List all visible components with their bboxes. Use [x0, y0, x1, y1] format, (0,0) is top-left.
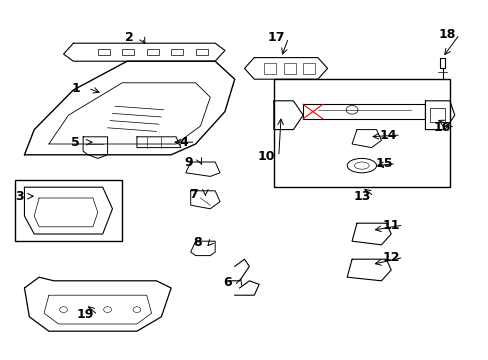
Text: 15: 15 [374, 157, 392, 170]
Bar [273, 79, 449, 187]
Bar [15, 180, 122, 241]
Text: 10: 10 [257, 150, 275, 163]
Bar [429, 108, 444, 122]
Text: 19: 19 [77, 309, 94, 321]
Text: 14: 14 [379, 129, 397, 141]
Text: 11: 11 [382, 219, 399, 231]
Text: 1: 1 [71, 82, 80, 95]
Text: 6: 6 [223, 276, 231, 289]
Bar [283, 63, 295, 74]
Bar [303, 63, 315, 74]
Text: 17: 17 [267, 31, 285, 44]
Text: 13: 13 [352, 190, 370, 203]
Text: 18: 18 [438, 28, 455, 41]
Text: 16: 16 [433, 121, 450, 134]
Text: 5: 5 [71, 136, 80, 149]
Text: 9: 9 [183, 156, 192, 168]
Text: 3: 3 [15, 190, 24, 203]
Text: 12: 12 [382, 251, 399, 264]
Text: 8: 8 [193, 237, 202, 249]
Bar [264, 63, 276, 74]
Text: 2: 2 [125, 31, 134, 44]
Text: 7: 7 [188, 188, 197, 201]
Text: 4: 4 [179, 136, 187, 149]
